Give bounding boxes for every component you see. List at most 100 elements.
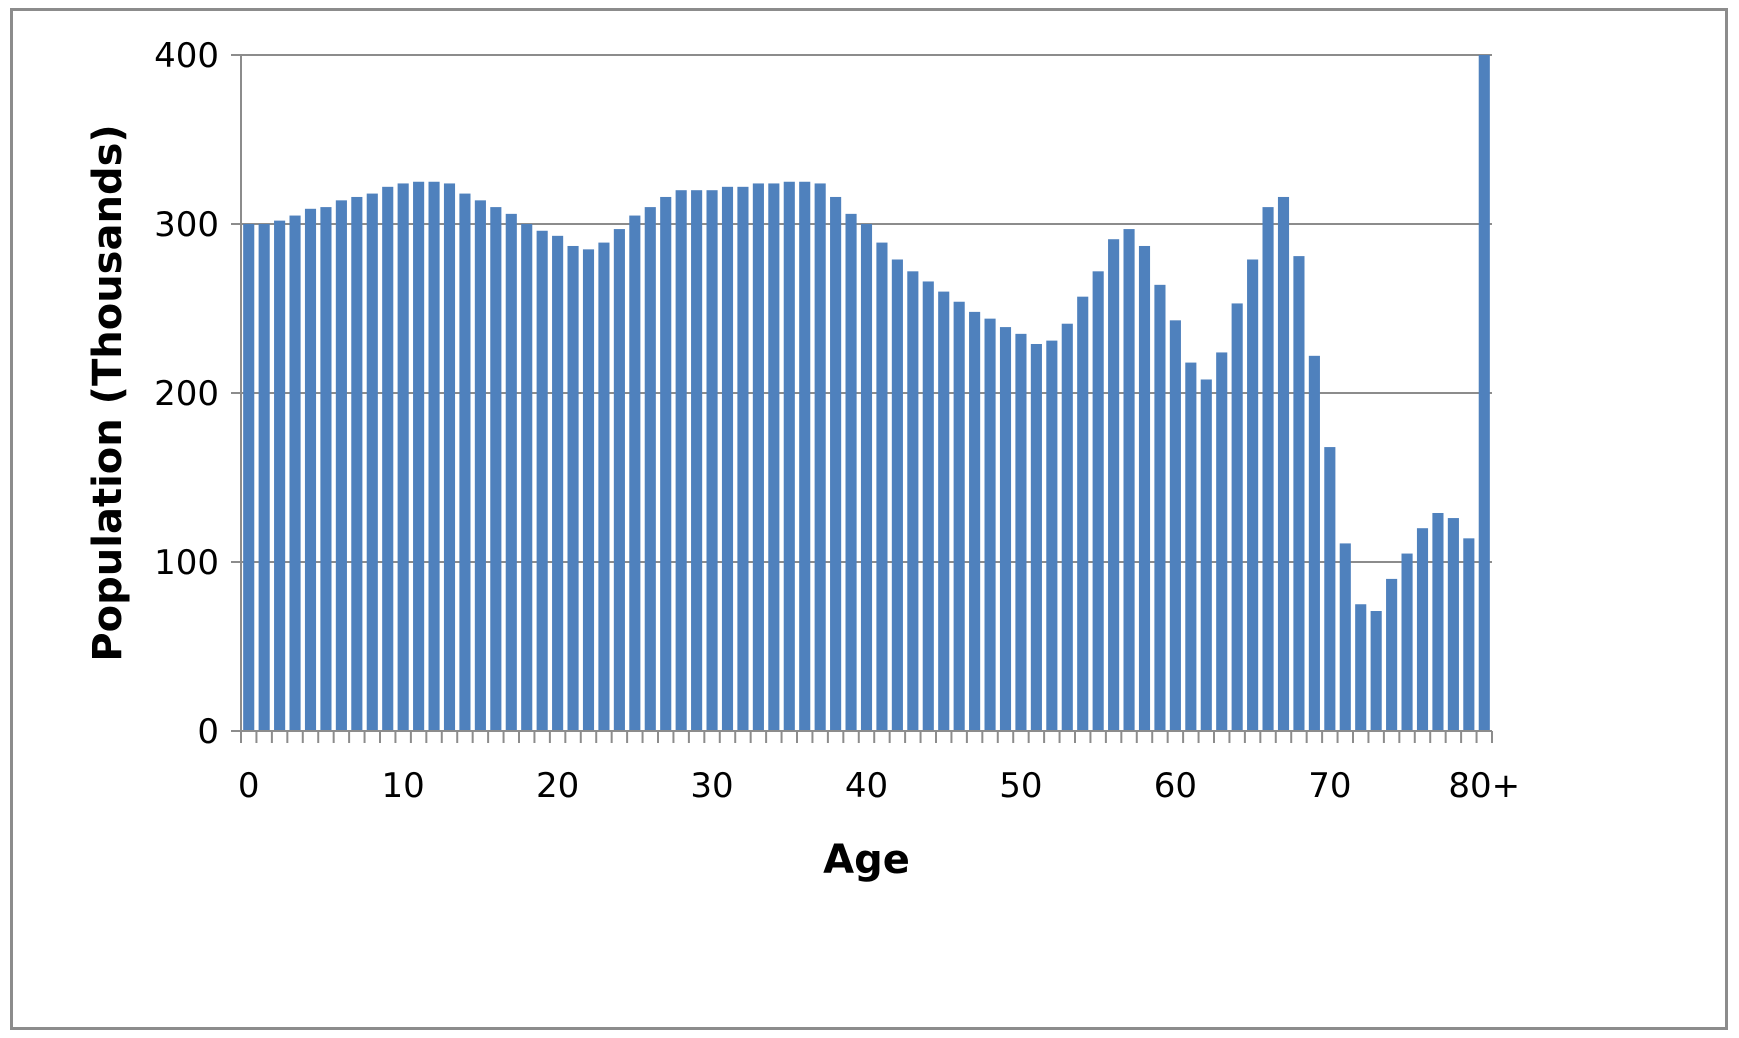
bar-age-50 xyxy=(1015,333,1027,731)
y-tick-label: 100 xyxy=(154,543,219,583)
x-tick-labels: 0 10 20 30 40 50 60 70 80+ xyxy=(238,766,1520,806)
bar-age-49 xyxy=(999,327,1012,731)
bar-age-72 xyxy=(1355,604,1367,731)
bar-age-11 xyxy=(413,181,425,731)
bar-age-23 xyxy=(598,242,610,731)
bar-age-48 xyxy=(984,318,996,731)
bar-age-47 xyxy=(969,311,981,731)
bar-age-52 xyxy=(1046,340,1058,731)
bar-age-32 xyxy=(737,186,749,731)
bars xyxy=(243,55,1490,732)
bar-age-21 xyxy=(567,245,579,731)
bar-age-7 xyxy=(351,196,363,731)
bar-age-61 xyxy=(1185,362,1197,731)
bar-age-0 xyxy=(243,224,255,731)
bar-age-55 xyxy=(1092,271,1104,731)
bar-age-73 xyxy=(1370,611,1382,731)
bar-age-58 xyxy=(1138,245,1151,731)
bar-age-41 xyxy=(876,242,888,731)
bar-age-78 xyxy=(1447,518,1459,731)
bar-age-71 xyxy=(1339,543,1351,731)
bar-age-70 xyxy=(1324,447,1336,731)
bar-age-29 xyxy=(691,190,703,731)
bar-age-56 xyxy=(1108,239,1120,731)
bar-age-19 xyxy=(536,230,548,731)
x-tick-label: 30 xyxy=(690,766,733,806)
bar-age-53 xyxy=(1061,323,1073,731)
bar-age-62 xyxy=(1200,379,1212,731)
bar-age-54 xyxy=(1077,296,1089,731)
bar-age-10 xyxy=(397,183,409,731)
bar-age-66 xyxy=(1262,207,1274,732)
bar-age-25 xyxy=(629,215,641,732)
x-tick-label: 0 xyxy=(238,766,260,806)
bar-age-69 xyxy=(1308,355,1320,731)
y-tick-labels: 0 100 200 300 400 xyxy=(154,36,219,752)
axes xyxy=(231,54,1493,743)
bar-age-20 xyxy=(552,235,564,731)
bar-age-74 xyxy=(1386,578,1398,731)
bar-age-60 xyxy=(1169,320,1181,731)
bar-age-22 xyxy=(582,249,595,731)
bar-age-13 xyxy=(443,183,456,731)
bar-age-36 xyxy=(799,181,811,731)
bar-age-6 xyxy=(335,200,347,732)
bar-age-4 xyxy=(304,208,317,732)
bar-age-8 xyxy=(366,193,378,731)
bar-age-80+ xyxy=(1478,55,1490,731)
bar-age-40 xyxy=(860,224,873,731)
y-tick-label: 0 xyxy=(197,712,219,752)
bar-age-24 xyxy=(613,229,625,731)
x-tick-label: 70 xyxy=(1308,766,1351,806)
bar-age-14 xyxy=(459,193,471,731)
chart-frame: 0 100 200 300 400 0 10 20 30 40 50 60 70 80+ Age Pop… xyxy=(10,8,1728,1030)
bar-age-33 xyxy=(752,183,764,731)
bar-age-44 xyxy=(922,281,934,731)
x-axis-title: Age xyxy=(823,837,910,883)
bar-age-18 xyxy=(521,224,533,731)
bar-age-27 xyxy=(660,196,672,731)
bar-age-67 xyxy=(1277,196,1290,731)
bar-age-16 xyxy=(490,207,502,732)
bar-age-5 xyxy=(320,207,332,732)
y-axis-title: Population (Thousands) xyxy=(85,124,131,661)
population-bar-chart: 0 100 200 300 400 0 10 20 30 40 50 60 70 80+ Age Pop… xyxy=(85,36,1520,883)
bar-age-43 xyxy=(907,271,919,731)
bar-age-75 xyxy=(1401,553,1413,731)
bar-age-1 xyxy=(258,224,270,731)
bar-age-39 xyxy=(845,213,857,732)
bar-age-59 xyxy=(1154,284,1166,731)
x-tick-label: 60 xyxy=(1154,766,1197,806)
y-tick-label: 200 xyxy=(154,374,219,414)
x-tick-label: 10 xyxy=(382,766,425,806)
bar-age-12 xyxy=(428,181,440,731)
bar-age-45 xyxy=(938,291,950,731)
y-tick-label: 300 xyxy=(154,205,219,245)
bar-age-37 xyxy=(814,183,826,731)
bar-age-64 xyxy=(1231,303,1243,731)
bar-age-30 xyxy=(706,190,718,731)
y-tick-label: 400 xyxy=(154,36,219,76)
bar-age-34 xyxy=(768,183,780,731)
x-tick-label: 80+ xyxy=(1448,766,1520,806)
bar-age-79 xyxy=(1463,538,1475,731)
bar-age-77 xyxy=(1432,512,1444,731)
bar-age-76 xyxy=(1416,528,1429,731)
bar-age-51 xyxy=(1030,343,1042,731)
bar-age-3 xyxy=(289,215,301,732)
bar-age-46 xyxy=(953,301,965,731)
x-tick-label: 20 xyxy=(536,766,579,806)
bar-age-68 xyxy=(1293,256,1305,731)
x-tick-label: 50 xyxy=(999,766,1042,806)
x-tick-label: 40 xyxy=(845,766,888,806)
bar-age-38 xyxy=(830,196,842,731)
bar-age-2 xyxy=(274,220,286,731)
bar-age-65 xyxy=(1247,259,1259,731)
bar-age-57 xyxy=(1123,229,1135,731)
bar-age-28 xyxy=(675,190,687,731)
bar-age-17 xyxy=(505,213,517,732)
bar-age-35 xyxy=(783,181,795,731)
bar-age-26 xyxy=(644,207,656,732)
bar-age-15 xyxy=(474,200,486,732)
bar-age-63 xyxy=(1216,352,1228,731)
